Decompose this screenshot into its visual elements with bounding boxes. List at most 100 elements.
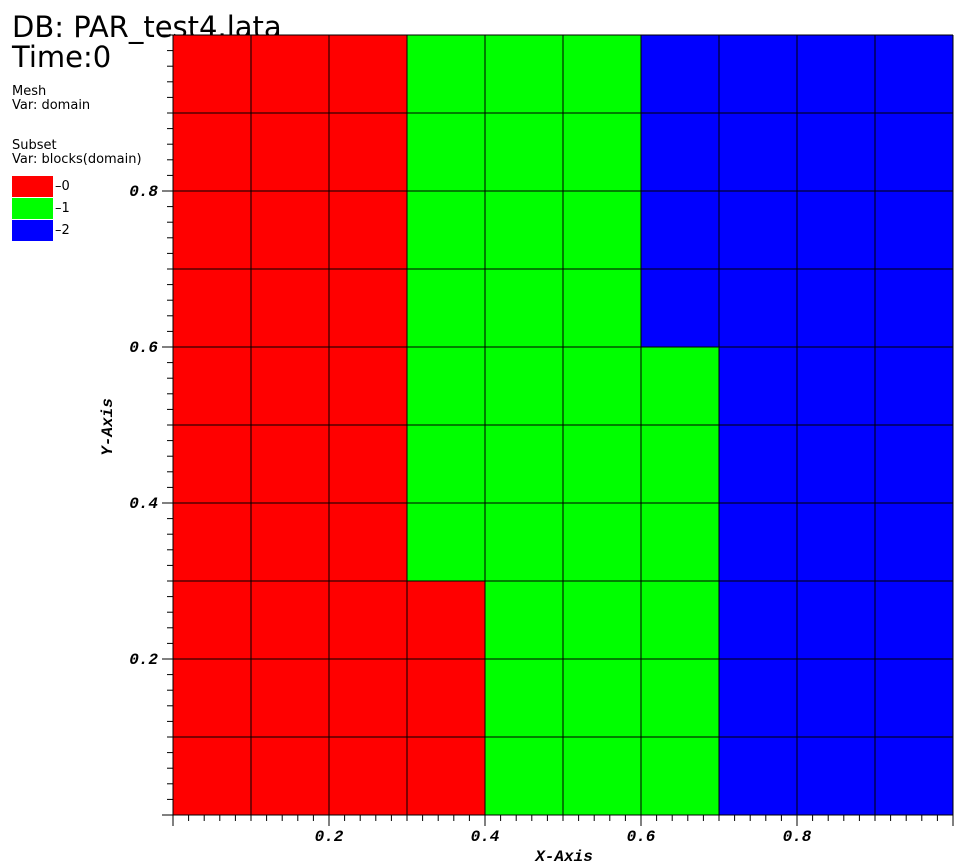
cell-r3-c4 bbox=[485, 269, 563, 347]
cell-r8-c4 bbox=[485, 659, 563, 737]
x-tick-label: 0.8 bbox=[783, 828, 812, 846]
grid-layer bbox=[172, 34, 954, 816]
cell-r4-c1 bbox=[251, 347, 329, 425]
cell-r1-c1 bbox=[251, 113, 329, 191]
cell-r4-c8 bbox=[797, 347, 875, 425]
cell-r9-c3 bbox=[407, 737, 485, 815]
cell-r0-c0 bbox=[173, 35, 251, 113]
cell-r0-c7 bbox=[719, 35, 797, 113]
cell-r5-c3 bbox=[407, 425, 485, 503]
legend-label-0: –0 bbox=[55, 179, 70, 194]
cell-r9-c7 bbox=[719, 737, 797, 815]
cell-r3-c1 bbox=[251, 269, 329, 347]
cell-r8-c2 bbox=[329, 659, 407, 737]
cell-r0-c8 bbox=[797, 35, 875, 113]
cell-r6-c4 bbox=[485, 503, 563, 581]
cell-r5-c9 bbox=[875, 425, 953, 503]
x-axis-title: X-Axis bbox=[534, 848, 593, 866]
cell-r7-c6 bbox=[641, 581, 719, 659]
cell-r5-c7 bbox=[719, 425, 797, 503]
cell-r5-c8 bbox=[797, 425, 875, 503]
cell-r1-c8 bbox=[797, 113, 875, 191]
cell-r5-c1 bbox=[251, 425, 329, 503]
cell-r1-c7 bbox=[719, 113, 797, 191]
cell-r8-c6 bbox=[641, 659, 719, 737]
y-tick-label: 0.6 bbox=[129, 339, 158, 357]
cell-r0-c5 bbox=[563, 35, 641, 113]
cell-r3-c7 bbox=[719, 269, 797, 347]
cell-r6-c9 bbox=[875, 503, 953, 581]
cell-r1-c9 bbox=[875, 113, 953, 191]
cell-r6-c5 bbox=[563, 503, 641, 581]
cell-r2-c9 bbox=[875, 191, 953, 269]
cell-r8-c7 bbox=[719, 659, 797, 737]
cell-r4-c9 bbox=[875, 347, 953, 425]
cell-r8-c9 bbox=[875, 659, 953, 737]
cell-r1-c6 bbox=[641, 113, 719, 191]
cell-r4-c3 bbox=[407, 347, 485, 425]
x-tick-label: 0.6 bbox=[627, 828, 656, 846]
cell-r8-c8 bbox=[797, 659, 875, 737]
cell-r2-c4 bbox=[485, 191, 563, 269]
cell-r7-c0 bbox=[173, 581, 251, 659]
cell-r2-c5 bbox=[563, 191, 641, 269]
subset-title: Subset bbox=[12, 138, 57, 153]
cell-r0-c1 bbox=[251, 35, 329, 113]
cell-r6-c6 bbox=[641, 503, 719, 581]
cell-r7-c9 bbox=[875, 581, 953, 659]
cell-r8-c3 bbox=[407, 659, 485, 737]
cell-r9-c2 bbox=[329, 737, 407, 815]
subset-var: Var: blocks(domain) bbox=[12, 152, 142, 167]
y-tick-label: 0.2 bbox=[129, 651, 158, 669]
mesh-var: Var: domain bbox=[12, 98, 91, 113]
legend-label-1: –1 bbox=[55, 201, 70, 216]
cell-r8-c0 bbox=[173, 659, 251, 737]
mesh-title: Mesh bbox=[12, 84, 47, 99]
cell-layer bbox=[173, 35, 953, 815]
cell-r6-c1 bbox=[251, 503, 329, 581]
time-label: Time:0 bbox=[12, 40, 112, 74]
cell-r1-c2 bbox=[329, 113, 407, 191]
cell-r9-c5 bbox=[563, 737, 641, 815]
legend-label-2: –2 bbox=[55, 223, 70, 238]
y-axis-title: Y-Axis bbox=[99, 398, 117, 456]
cell-r9-c6 bbox=[641, 737, 719, 815]
cell-r4-c0 bbox=[173, 347, 251, 425]
cell-r5-c5 bbox=[563, 425, 641, 503]
cell-r3-c8 bbox=[797, 269, 875, 347]
cell-r7-c3 bbox=[407, 581, 485, 659]
cell-r9-c9 bbox=[875, 737, 953, 815]
cell-r5-c0 bbox=[173, 425, 251, 503]
x-tick-label: 0.2 bbox=[315, 828, 344, 846]
legend-swatch-1 bbox=[12, 198, 53, 219]
cell-r9-c4 bbox=[485, 737, 563, 815]
cell-r9-c8 bbox=[797, 737, 875, 815]
cell-r0-c6 bbox=[641, 35, 719, 113]
cell-r6-c2 bbox=[329, 503, 407, 581]
cell-r1-c3 bbox=[407, 113, 485, 191]
cell-r0-c2 bbox=[329, 35, 407, 113]
cell-r4-c7 bbox=[719, 347, 797, 425]
cell-r6-c3 bbox=[407, 503, 485, 581]
cell-r6-c7 bbox=[719, 503, 797, 581]
axes-layer: 0.2 0.4 0.6 0.8 0.2 0.4 0.6 0.8 bbox=[129, 34, 954, 846]
cell-r2-c8 bbox=[797, 191, 875, 269]
cell-r4-c4 bbox=[485, 347, 563, 425]
cell-r8-c5 bbox=[563, 659, 641, 737]
cell-r2-c7 bbox=[719, 191, 797, 269]
cell-r4-c2 bbox=[329, 347, 407, 425]
cell-r3-c3 bbox=[407, 269, 485, 347]
cell-r9-c1 bbox=[251, 737, 329, 815]
y-tick-label: 0.4 bbox=[129, 495, 158, 513]
cell-r2-c2 bbox=[329, 191, 407, 269]
cell-r7-c2 bbox=[329, 581, 407, 659]
cell-r3-c2 bbox=[329, 269, 407, 347]
cell-r6-c0 bbox=[173, 503, 251, 581]
cell-r8-c1 bbox=[251, 659, 329, 737]
y-tick-label: 0.8 bbox=[129, 183, 158, 201]
cell-r7-c8 bbox=[797, 581, 875, 659]
cell-r3-c9 bbox=[875, 269, 953, 347]
cell-r7-c5 bbox=[563, 581, 641, 659]
cell-r0-c4 bbox=[485, 35, 563, 113]
cell-r9-c0 bbox=[173, 737, 251, 815]
